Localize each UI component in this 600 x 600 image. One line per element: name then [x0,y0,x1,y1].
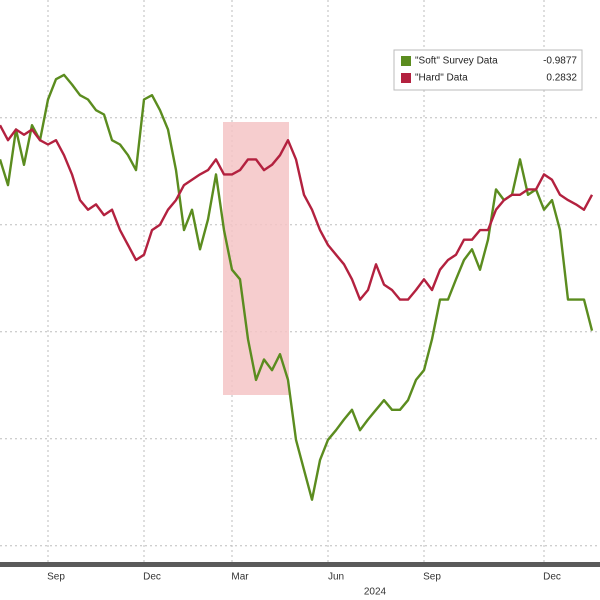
lines [0,73,594,501]
legend-box [393,49,583,91]
legend-swatch [401,56,411,66]
x-tick-label: Mar [231,572,249,583]
x-tick-label: Sep [423,572,441,583]
x-tick-label: Dec [543,572,561,583]
highlight-band [223,122,289,395]
x-tick-label: Jun [328,572,344,583]
legend-value: 0.2832 [546,73,577,84]
legend-swatch [401,73,411,83]
legend-label: "Hard" Data [415,73,468,84]
x-group-label: 2024 [364,587,387,598]
series-line [0,124,594,301]
x-axis [0,562,600,567]
legend-label: "Soft" Survey Data [415,56,498,67]
x-tick-label: Sep [47,572,65,583]
x-labels: Sep Dec Mar Jun Sep Dec [47,572,561,583]
x-tick-label: Dec [143,572,161,583]
legend: "Soft" Survey Data -0.9877 "Hard" Data 0.28… [393,49,583,91]
series-line [0,73,594,501]
legend-value: -0.9877 [543,56,577,67]
